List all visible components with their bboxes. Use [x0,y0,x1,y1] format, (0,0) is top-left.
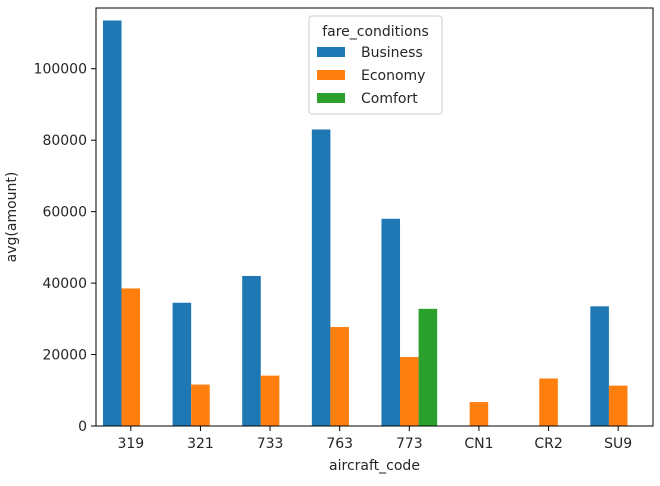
legend-label-comfort: Comfort [361,91,418,107]
bar-business-su9 [590,306,609,426]
bar-economy-321 [191,384,210,426]
legend-items: Business Economy Comfort [317,45,425,107]
legend-label-business: Business [361,45,423,61]
legend-box [308,15,443,115]
y-axis-label: avg(amount) [4,172,20,263]
y-tick-label: 0 [78,419,87,435]
x-tick-label: 733 [257,436,284,452]
bar-economy-cr2 [539,378,558,426]
plot-frame [95,7,654,427]
y-tick-label: 80000 [42,133,87,149]
y-axis-ticks: 0 20000 40000 60000 80000 100000 [34,62,96,435]
y-tick-label: 20000 [42,348,87,364]
legend-swatch-comfort [317,93,345,103]
bar-economy-319 [121,288,141,426]
y-tick-label: 60000 [42,205,87,221]
bar-business-733 [242,275,261,426]
bar-business-773 [381,218,401,426]
legend-title: fare_conditions [322,24,429,40]
bar-economy-733 [260,375,280,426]
bar-business-319 [102,20,122,426]
x-tick-label: 321 [187,436,214,452]
x-tick-label: SU9 [604,436,632,452]
bar-business-321 [172,302,192,426]
x-axis-label: aircraft_code [329,458,420,474]
legend-swatch-business [317,47,345,57]
x-tick-label: 763 [326,436,353,452]
x-axis-ticks: 319 321 733 763 773 CN1 CR2 SU9 [117,426,632,452]
bar-economy-cn1 [469,402,489,426]
legend: fare_conditions Business Economy Comfort [308,15,443,115]
bar-comfort-773 [418,308,438,426]
bar-economy-su9 [608,385,628,426]
legend-swatch-economy [317,70,345,80]
x-tick-label: 319 [117,436,144,452]
bars-layer [102,20,628,426]
bar-economy-773 [400,357,419,426]
y-tick-label: 100000 [34,62,87,78]
x-tick-label: CR2 [534,436,562,452]
x-tick-label: CN1 [464,436,493,452]
bar-economy-763 [330,327,349,426]
bar-business-763 [311,129,331,426]
y-tick-label: 40000 [42,276,87,292]
x-tick-label: 773 [396,436,423,452]
axes-layer [95,7,654,427]
legend-label-economy: Economy [361,68,425,84]
